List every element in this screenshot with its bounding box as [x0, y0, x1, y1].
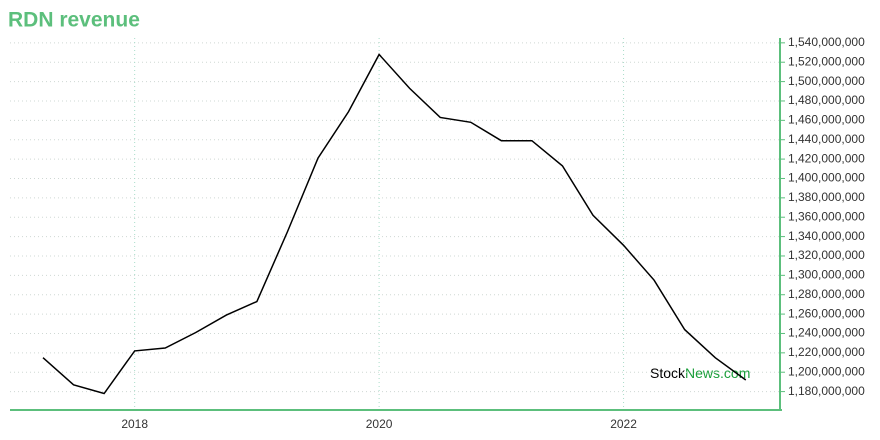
y-tick-label: 1,360,000,000 [788, 209, 865, 223]
watermark-second: News.com [685, 365, 750, 381]
y-tick-label: 1,540,000,000 [788, 35, 865, 49]
y-tick-label: 1,180,000,000 [788, 384, 865, 398]
y-tick-label: 1,460,000,000 [788, 113, 865, 127]
y-tick-label: 1,400,000,000 [788, 171, 865, 185]
y-tick-label: 1,320,000,000 [788, 248, 865, 262]
watermark-first: Stock [650, 365, 686, 381]
chart-title: RDN revenue [8, 9, 140, 32]
line [42, 53, 747, 395]
watermark: StockNews.com [650, 365, 750, 381]
y-tick-label: 1,200,000,000 [788, 364, 865, 378]
y-tick-label: 1,240,000,000 [788, 326, 865, 340]
y-tick-label: 1,520,000,000 [788, 54, 865, 68]
y-tick-label: 1,380,000,000 [788, 190, 865, 204]
y-tick-label: 1,440,000,000 [788, 132, 865, 146]
y-tick-label: 1,340,000,000 [788, 229, 865, 243]
y-tick-label: 1,300,000,000 [788, 268, 865, 282]
y-tick-label: 1,420,000,000 [788, 151, 865, 165]
y-tick-label: 1,480,000,000 [788, 93, 865, 107]
y-tick-label: 1,500,000,000 [788, 74, 865, 88]
y-tick-label: 1,220,000,000 [788, 345, 865, 359]
x-tick-label: 2020 [366, 417, 393, 431]
x-tick-label: 2018 [121, 417, 148, 431]
y-tick-label: 1,260,000,000 [788, 306, 865, 320]
y-tick-label: 1,280,000,000 [788, 287, 865, 301]
x-tick-label: 2022 [610, 417, 637, 431]
